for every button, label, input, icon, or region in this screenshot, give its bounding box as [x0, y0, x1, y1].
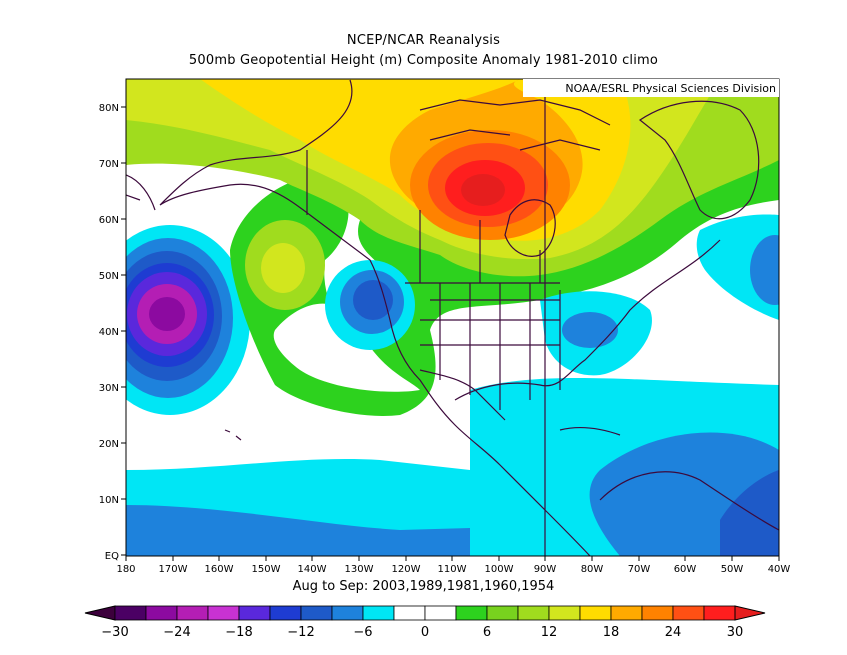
lon-label: 120W: [392, 564, 421, 575]
colorbar-swatch: [548, 605, 581, 621]
anomaly-east-us-neg-2: [562, 312, 618, 348]
lat-axis: 80N 70N 60N 50N 40N 30N 20N 10N EQ: [99, 103, 126, 562]
colorbar-swatch: [331, 605, 364, 621]
us-state-lines: [420, 283, 561, 410]
lat-label: 40N: [99, 327, 119, 338]
anomaly-pnw-neg-3: [353, 280, 393, 320]
colorbar-swatch: [703, 605, 736, 621]
lat-label: 50N: [99, 271, 119, 282]
colorbar-low-arrow: [84, 605, 116, 621]
lat-label: 70N: [99, 159, 119, 170]
colorbar-swatch: [207, 605, 240, 621]
colorbar-tick-label: 24: [665, 625, 682, 640]
lon-label: 140W: [298, 564, 327, 575]
lon-label: 40W: [768, 564, 791, 575]
anomaly-gulf-alaska-ridge-2: [261, 243, 305, 293]
colorbar-tick-label: 12: [541, 625, 558, 640]
colorbar-swatch: [145, 605, 178, 621]
credit-text: NOAA/ESRL Physical Sciences Division: [565, 82, 776, 95]
colorbar-swatch: [486, 605, 519, 621]
coastlines: [126, 79, 779, 556]
colorbar-tick-label: −12: [287, 625, 314, 640]
colorbar-swatch: [579, 605, 612, 621]
lon-label: 90W: [534, 564, 557, 575]
colorbar-swatch: [300, 605, 333, 621]
colorbar-tick-label: 0: [421, 625, 429, 640]
lat-label: EQ: [105, 551, 119, 562]
colorbar-tick-label: 30: [727, 625, 744, 640]
colorbar-swatch: [517, 605, 550, 621]
coast-hawaii: [224, 429, 242, 441]
colorbar-swatch: [114, 605, 147, 621]
lat-label: 80N: [99, 103, 119, 114]
lat-label: 20N: [99, 439, 119, 450]
coast-hudson: [504, 199, 556, 257]
colorbar-swatch: [362, 605, 395, 621]
lat-label: 60N: [99, 215, 119, 226]
colorbar-swatch: [269, 605, 302, 621]
coast-gulf: [454, 239, 721, 401]
lon-label: 100W: [485, 564, 514, 575]
us-mexico-border: [419, 369, 506, 421]
colorbar-tick-label: −30: [101, 625, 128, 640]
lon-label: 50W: [721, 564, 744, 575]
anomaly-band-south-neg-deep: [126, 505, 470, 556]
lon-label: 70W: [628, 564, 651, 575]
colorbar-high-arrow: [734, 605, 766, 621]
lon-label: 80W: [581, 564, 604, 575]
credit-box: [523, 79, 779, 97]
chart-subtitle: 500mb Geopotential Height (m) Composite …: [188, 53, 659, 68]
colorbar-swatch: [672, 605, 705, 621]
colorbar-swatch: [393, 605, 426, 621]
colorbar-tick-label: 18: [603, 625, 620, 640]
coast-greenland: [638, 100, 760, 220]
anomaly-field: [126, 79, 779, 556]
lon-label: 130W: [345, 564, 374, 575]
coast-siberia: [126, 174, 156, 211]
anomaly-gap-zero: [273, 303, 420, 392]
period-label: Aug to Sep: 2003,1989,1981,1960,1954: [292, 579, 555, 594]
colorbar: −30 −24 −18 −12 −6 0 6 12 18 24 30: [84, 605, 766, 640]
lat-label: 30N: [99, 383, 119, 394]
colorbar-tick-label: −6: [353, 625, 372, 640]
coast-cuba: [559, 426, 621, 436]
anomaly-ridge-core: [461, 174, 505, 206]
canada-provinces: [419, 210, 541, 283]
lon-axis: 180 170W 160W 150W 140W 130W 120W 110W 1…: [116, 556, 790, 575]
lat-label: 10N: [99, 495, 119, 506]
colorbar-swatch: [610, 605, 643, 621]
coast-arctic-islands: [419, 99, 611, 151]
anomaly-atlantic-neg-2: [750, 235, 779, 305]
colorbar-tick-label: −18: [225, 625, 252, 640]
colorbar-swatch: [455, 605, 488, 621]
colorbar-tick-label: −24: [163, 625, 190, 640]
colorbar-swatch: [176, 605, 209, 621]
colorbar-swatch: [238, 605, 271, 621]
lon-label: 160W: [205, 564, 234, 575]
lon-label: 170W: [159, 564, 188, 575]
lon-label: 110W: [438, 564, 467, 575]
chart-title: NCEP/NCAR Reanalysis: [346, 33, 501, 48]
anomaly-pacific-neg-7: [149, 297, 185, 331]
colorbar-swatch: [641, 605, 674, 621]
coast-south-america: [599, 471, 779, 531]
coast-north-america: [159, 79, 591, 556]
lon-label: 150W: [252, 564, 281, 575]
lon-label: 60W: [674, 564, 697, 575]
colorbar-tick-label: 6: [483, 625, 491, 640]
colorbar-swatch: [424, 605, 457, 621]
lon-label: 180: [116, 564, 135, 575]
